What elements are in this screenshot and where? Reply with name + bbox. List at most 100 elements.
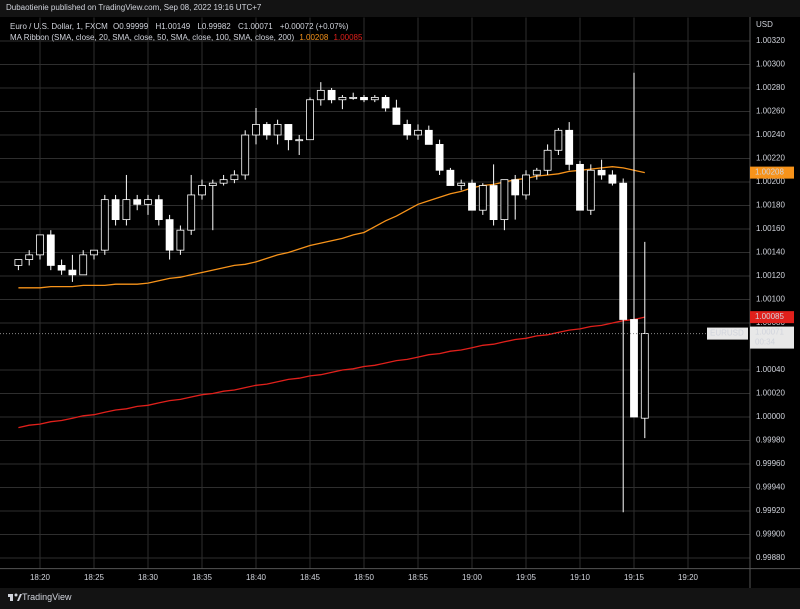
x-tick-label: 18:25 (84, 573, 105, 582)
countdown: 00:34 (755, 338, 776, 347)
ohlc-letter: L (197, 22, 202, 31)
candle-body (414, 129, 422, 136)
indicator-legend: MA Ribbon (SMA, close, 20, SMA, close, 5… (10, 33, 365, 42)
candle-body (392, 107, 401, 125)
x-tick-label: 19:10 (570, 573, 591, 582)
ohlc-value: 0.99982 (201, 22, 231, 31)
candle-body (25, 254, 34, 260)
ma-value: 1.00208 (299, 33, 329, 42)
candle-body (543, 149, 552, 171)
ohlc-letter: O (113, 22, 120, 31)
candle-body (381, 97, 390, 109)
ohlc-letter: C (237, 22, 244, 31)
candle-body (532, 169, 541, 176)
candle-body (554, 129, 563, 151)
candle-body (262, 124, 271, 136)
candle-body (208, 182, 217, 186)
candle-body (500, 179, 509, 221)
candle-body (565, 129, 574, 165)
y-tick-label: 1.00140 (756, 248, 785, 257)
y-tick-label: 1.00020 (756, 389, 785, 398)
candle-body (640, 333, 649, 419)
logo-part (17, 594, 22, 601)
x-tick-label: 18:35 (192, 573, 213, 582)
y-tick-label: 1.00000 (756, 412, 785, 421)
y-tick-label: 1.00040 (756, 365, 785, 374)
candle-body (586, 169, 595, 211)
y-tick-label: 1.00280 (756, 83, 785, 92)
indicator-label: MA Ribbon (SMA, close, 20, SMA, close, 5… (10, 33, 295, 42)
candle-body (295, 139, 304, 142)
candle-body (57, 265, 66, 271)
x-tick-label: 19:00 (462, 573, 483, 582)
candle-body (403, 124, 412, 136)
candle-body (241, 134, 250, 176)
axes: 0.99880 0.99900 0.99920 0.99940 0.99960 0.999… (30, 36, 794, 582)
candle-body (349, 97, 358, 99)
y-tick-label: 1.00320 (756, 36, 785, 45)
candle-body (306, 99, 314, 141)
x-tick-label: 18:55 (408, 573, 429, 582)
ma-line (18, 166, 645, 289)
candle-body (100, 199, 109, 251)
plot (0, 72, 750, 513)
price-tag (750, 166, 794, 179)
y-tick-label: 0.99900 (756, 530, 785, 539)
ohlc-value: 0.99999 (119, 22, 149, 31)
candle-body (176, 229, 185, 251)
candle-body (338, 97, 347, 101)
candle-body (144, 199, 152, 205)
candle-body (219, 179, 228, 184)
candle-body (446, 169, 455, 186)
logo-part (10, 594, 13, 601)
y-tick-label: 1.00220 (756, 154, 785, 163)
y-tick-label: 1.00100 (756, 295, 785, 304)
x-tick-label: 19:20 (678, 573, 699, 582)
candle-body (90, 249, 98, 256)
chart-background (0, 17, 800, 588)
candle-body (489, 185, 498, 221)
price-tag (750, 326, 794, 349)
x-tick-label: 18:20 (30, 573, 51, 582)
candle-body (457, 182, 466, 186)
y-tick-label: 0.99940 (756, 483, 785, 492)
candle-body (111, 199, 120, 221)
candle-body (252, 124, 260, 136)
x-tick-label: 18:50 (354, 573, 375, 582)
candle-body (68, 269, 77, 276)
y-tick-label: 1.00300 (756, 60, 785, 69)
ohlc-value: 1.00071 (243, 22, 273, 31)
candle-body (154, 199, 163, 221)
candle-body (327, 89, 336, 101)
y-tick-label: 1.00120 (756, 271, 785, 280)
x-tick-label: 19:15 (624, 573, 645, 582)
y-tick-label: 1.00180 (756, 201, 785, 210)
change: +0.00072 (+0.07%) (279, 22, 349, 31)
ma-value: 1.00085 (333, 33, 363, 42)
x-tick-label: 18:45 (300, 573, 321, 582)
y-tick-label: 1.00240 (756, 130, 785, 139)
price-tag-label: 1.00071 (755, 328, 784, 337)
candle-body (424, 129, 433, 145)
publish-info: Dubaotienie published on TradingView.com… (6, 3, 262, 12)
y-tick-label: 0.99920 (756, 506, 785, 515)
candle-body (435, 144, 444, 171)
candle-body (370, 97, 379, 101)
candle-body (478, 185, 487, 211)
candle-body (360, 97, 368, 101)
y-tick-label: 1.00200 (756, 177, 785, 186)
candle-body (122, 199, 131, 221)
logo-part (14, 593, 18, 597)
candle-body (284, 124, 293, 141)
ohlc-letter: H (155, 22, 162, 31)
y-tick-label: 1.00160 (756, 224, 785, 233)
candle-body (619, 182, 628, 320)
candle-body (46, 234, 55, 266)
y-tick-label: 1.00260 (756, 107, 785, 116)
candle-body (133, 199, 142, 205)
candle-body (187, 194, 196, 231)
symbol-tag (707, 327, 748, 340)
brand-logo (8, 593, 22, 601)
